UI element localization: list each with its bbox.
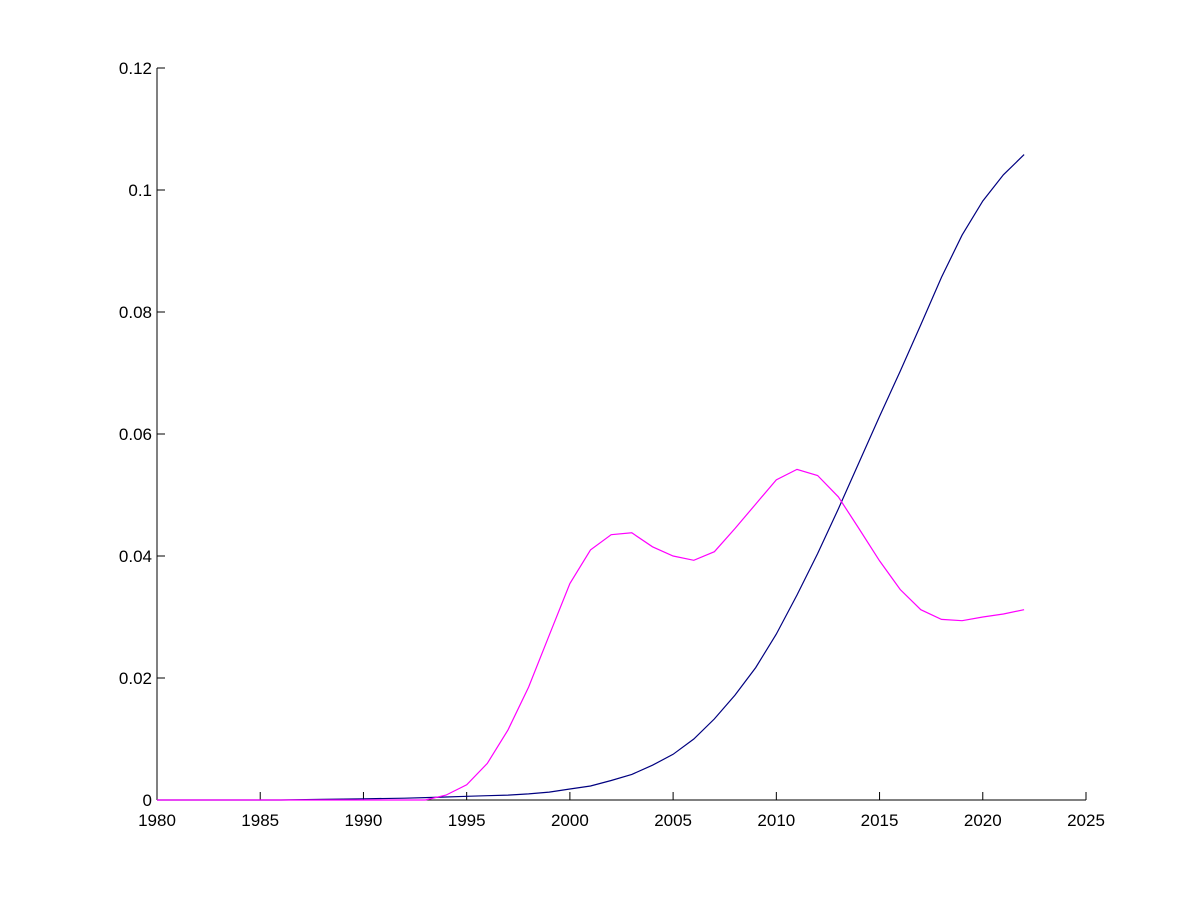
y-tick-label: 0.1 xyxy=(128,181,152,200)
y-tick-label: 0.02 xyxy=(119,669,152,688)
data-series xyxy=(157,154,1025,801)
series-line-2 xyxy=(157,468,1025,801)
y-tick-label: 0.08 xyxy=(119,303,152,322)
x-tick-label: 2020 xyxy=(964,811,1002,830)
x-tick-label: 2025 xyxy=(1067,811,1105,830)
x-tick-label: 2015 xyxy=(861,811,899,830)
x-tick-label: 1980 xyxy=(138,811,176,830)
y-axis-ticks: 0 0.02 0.04 0.06 0.08 0.1 0.12 xyxy=(119,59,165,810)
y-tick-label: 0.04 xyxy=(119,547,152,566)
x-tick-label: 2010 xyxy=(757,811,795,830)
y-tick-label: 0.06 xyxy=(119,425,152,444)
y-tick-label: 0 xyxy=(143,791,152,810)
x-tick-label: 2005 xyxy=(654,811,692,830)
series-line-1 xyxy=(157,154,1025,801)
x-tick-label: 1990 xyxy=(345,811,383,830)
x-axis-ticks: 1980 1985 1990 1995 2000 2005 2010 2015 2020 2025 xyxy=(138,792,1105,830)
x-tick-label: 1995 xyxy=(448,811,486,830)
x-tick-label: 2000 xyxy=(551,811,589,830)
y-tick-label: 0.12 xyxy=(119,59,152,78)
axes xyxy=(156,68,1086,801)
x-tick-label: 1985 xyxy=(241,811,279,830)
